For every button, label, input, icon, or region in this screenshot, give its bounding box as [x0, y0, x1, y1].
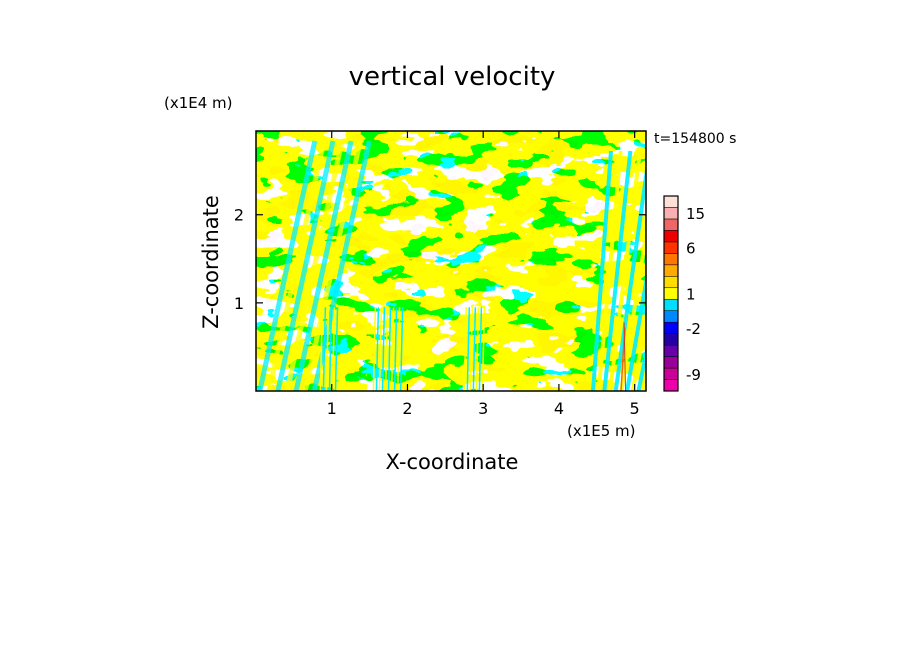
streak: [390, 307, 395, 391]
streak: [266, 140, 327, 391]
streak: [378, 307, 383, 391]
chart-title: vertical velocity: [349, 62, 556, 92]
x-tick-label: 1: [327, 399, 337, 418]
streak: [619, 222, 646, 391]
colorbar-band: [663, 195, 679, 208]
streak: [469, 307, 474, 391]
streak: [384, 307, 389, 391]
colorbar-band: [663, 321, 679, 334]
colorbar-label: 15: [686, 205, 705, 223]
streak: [630, 311, 646, 391]
streak: [625, 271, 646, 391]
y-tick-label: 2: [234, 206, 244, 225]
plot-frame: [255, 130, 647, 392]
y-axis-label: Z-coordinate: [199, 195, 223, 329]
colorbar-band: [663, 356, 679, 369]
streak: [396, 307, 401, 391]
colorbar-band: [663, 241, 679, 254]
colorbar-band: [663, 218, 679, 231]
colorbar-frame: [663, 195, 679, 392]
streak: [393, 307, 398, 391]
colorbar-band: [663, 333, 679, 346]
streak: [322, 307, 327, 391]
colorbar-band: [663, 367, 679, 380]
streak: [331, 307, 336, 391]
streak: [284, 140, 345, 391]
streak: [602, 150, 633, 391]
colorbar-band: [663, 310, 679, 323]
streak: [466, 307, 471, 391]
x-tick-label: 2: [402, 399, 412, 418]
streak: [275, 140, 336, 391]
colorbar-band: [663, 264, 679, 277]
x-tick-label: 5: [630, 399, 640, 418]
colorbar-label: 1: [686, 286, 696, 304]
colorbar-band: [663, 379, 679, 392]
streak: [463, 307, 468, 391]
colorbar: -9 -2 1 6 15: [663, 195, 705, 392]
streak: [311, 140, 372, 391]
colorbar-label: -2: [686, 320, 701, 338]
streak: [608, 150, 643, 391]
streak: [387, 307, 392, 391]
colorbar-band: [663, 207, 679, 220]
colorbar-band: [663, 230, 679, 243]
colorbar-band: [663, 253, 679, 266]
x-axis-label: X-coordinate: [386, 450, 519, 474]
y-tick-label: 1: [234, 294, 244, 313]
velocity-streaks: [257, 140, 646, 391]
colorbar-label: -9: [686, 366, 701, 384]
streak: [478, 307, 483, 391]
colorbar-band: [663, 287, 679, 300]
x-axis: 1 2 3 4 5: [327, 131, 640, 418]
streak: [596, 150, 623, 391]
streak: [481, 307, 486, 391]
streak: [613, 162, 646, 391]
x-tick-label: 4: [554, 399, 564, 418]
x-unit-label: (x1E5 m): [567, 422, 636, 440]
colorbar-band: [663, 344, 679, 357]
streak: [325, 307, 330, 391]
streak: [302, 140, 363, 391]
streak: [257, 140, 318, 391]
streak: [475, 307, 480, 391]
y-unit-label: (x1E4 m): [164, 94, 233, 112]
streak: [381, 307, 386, 391]
streak: [334, 307, 339, 391]
streak-strong: [623, 322, 627, 391]
y-axis: 12: [234, 206, 646, 313]
streak: [372, 307, 377, 391]
streak: [472, 307, 477, 391]
streak: [293, 140, 354, 391]
colorbar-band: [663, 276, 679, 289]
timestamp-label: t=154800 s: [654, 131, 736, 147]
streak: [328, 307, 333, 391]
streak: [590, 150, 613, 391]
streak: [319, 307, 324, 391]
colorbar-band: [663, 298, 679, 311]
streak: [399, 307, 404, 391]
colorbar-label: 6: [686, 240, 696, 258]
streak: [375, 307, 380, 391]
x-tick-label: 3: [478, 399, 488, 418]
